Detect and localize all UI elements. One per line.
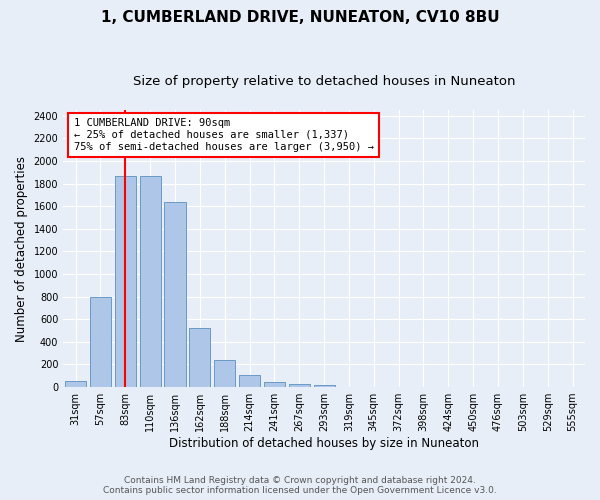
Bar bbox=[164, 202, 185, 387]
Bar bbox=[239, 375, 260, 387]
Bar bbox=[314, 386, 335, 387]
X-axis label: Distribution of detached houses by size in Nuneaton: Distribution of detached houses by size … bbox=[169, 437, 479, 450]
Text: 1 CUMBERLAND DRIVE: 90sqm
← 25% of detached houses are smaller (1,337)
75% of se: 1 CUMBERLAND DRIVE: 90sqm ← 25% of detac… bbox=[74, 118, 374, 152]
Bar bbox=[140, 176, 161, 387]
Bar bbox=[115, 176, 136, 387]
Text: 1, CUMBERLAND DRIVE, NUNEATON, CV10 8BU: 1, CUMBERLAND DRIVE, NUNEATON, CV10 8BU bbox=[101, 10, 499, 25]
Title: Size of property relative to detached houses in Nuneaton: Size of property relative to detached ho… bbox=[133, 75, 515, 88]
Bar bbox=[189, 328, 211, 387]
Text: Contains HM Land Registry data © Crown copyright and database right 2024.
Contai: Contains HM Land Registry data © Crown c… bbox=[103, 476, 497, 495]
Bar bbox=[90, 296, 111, 387]
Bar bbox=[214, 360, 235, 387]
Bar bbox=[65, 382, 86, 387]
Bar bbox=[264, 382, 285, 387]
Bar bbox=[289, 384, 310, 387]
Y-axis label: Number of detached properties: Number of detached properties bbox=[15, 156, 28, 342]
